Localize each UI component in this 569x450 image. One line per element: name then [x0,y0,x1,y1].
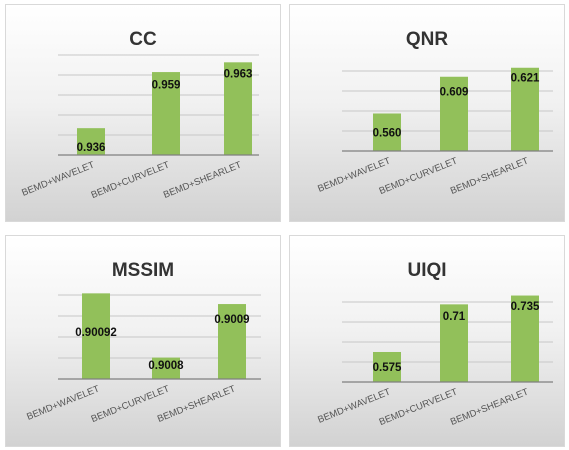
data-label: 0.936 [77,142,106,154]
uiqi-chart-panel: UIQI 0.575 0.71 0.735 BEMD+WAVELET BEMD+CURVE… [289,235,565,447]
bar-bemd-shearlet [511,67,539,151]
bar-bemd-shearlet [224,62,252,155]
cc-chart-panel: CC 0.936 0.959 0.963 BEMD+WAVELET BEMD+CURVEL… [5,4,281,222]
data-label: 0.560 [373,127,402,139]
bar-bemd-wavelet [77,128,105,155]
data-label: 0.621 [511,73,540,85]
data-label: 0.71 [443,311,466,323]
data-label: 0.575 [373,362,402,374]
bar-bemd-wavelet [82,293,110,379]
qnr-chart-panel: QNR 0.560 0.609 0.621 BEMD+WAVELET BEMD+CURVE… [289,4,565,222]
data-label: 0.963 [224,68,253,80]
x-tick-label: BEMD+WAVELET [20,160,96,199]
bar-bemd-curvelet [152,72,180,155]
data-label: 0.9008 [148,360,184,372]
data-label: 0.9009 [214,314,249,326]
data-label: 0.90092 [75,327,117,339]
data-label: 0.609 [440,87,469,99]
chart-title: MSSIM [112,260,174,281]
x-tick-label: BEMD+SHEARLET [449,387,530,428]
chart-svg: CC 0.936 0.959 0.963 BEMD+WAVELETBEMD+CURVEL… [20,29,259,202]
data-label: 0.735 [511,301,540,313]
chart-title: CC [129,29,157,50]
x-tick-label: BEMD+SHEARLET [162,160,243,201]
x-tick-label: BEMD+SHEARLET [449,156,530,197]
x-tick-label: BEMD+CURVELET [90,160,172,202]
chart-svg: MSSIM0.900920.90080.9009BEMD+WAVELETBEMD… [25,260,261,425]
mssim-chart-panel: MSSIM 0.90092 0.9008 0.9009 BEMD+WAVELET BEMD… [5,235,281,447]
data-label: 0.959 [152,80,181,92]
bar-bemd-curvelet [440,76,468,151]
bar-bemd-shearlet [511,295,539,382]
bar-bemd-wavelet [373,113,401,151]
bar-bemd-curvelet [152,357,180,379]
bar-bemd-shearlet [218,304,246,379]
chart-svg: QNR0.5600.6090.621BEMD+WAVELETBEMD+CURVE… [316,29,553,197]
chart-title: QNR [406,29,449,50]
chart-svg: UIQI0.5750.710.735BEMD+WAVELETBEMD+CURVE… [316,260,553,428]
chart-title: UIQI [407,260,446,281]
bar-bemd-curvelet [440,304,468,382]
bar-bemd-wavelet [373,352,401,382]
